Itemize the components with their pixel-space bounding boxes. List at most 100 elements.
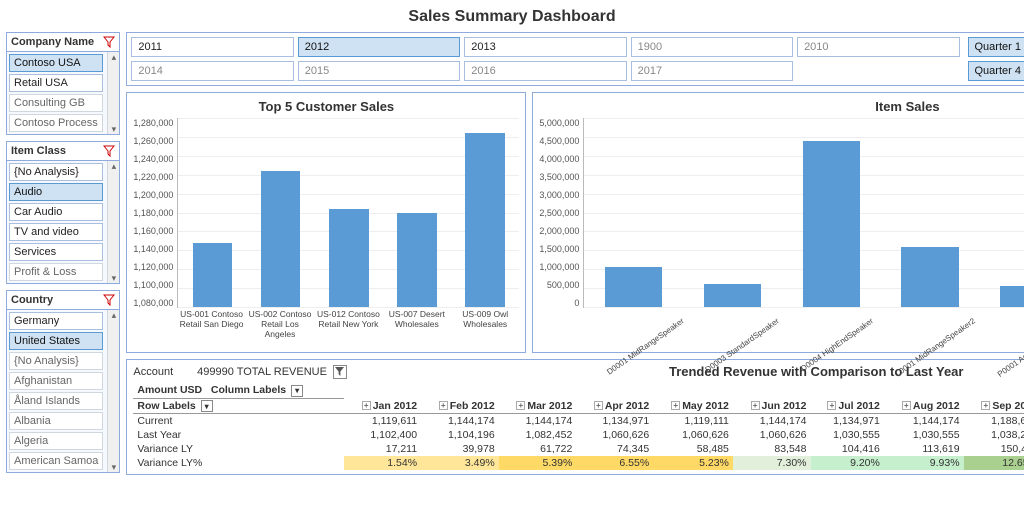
cell: 74,345 (576, 442, 653, 456)
filter-icon[interactable] (333, 365, 347, 379)
scroll-down-icon[interactable]: ▾ (112, 124, 117, 134)
filter-pill[interactable]: 2015 (298, 61, 460, 81)
y-tick-label: 3,500,000 (539, 172, 579, 182)
filter-pill[interactable]: 2012 (298, 37, 460, 57)
column-header[interactable]: May 2012 (682, 400, 729, 412)
filter-pill[interactable]: 2014 (131, 61, 293, 81)
column-header[interactable]: Jan 2012 (373, 400, 417, 412)
expand-icon[interactable]: + (827, 401, 836, 410)
column-header[interactable]: Aug 2012 (913, 400, 960, 412)
expand-icon[interactable]: + (362, 401, 371, 410)
slicer-item[interactable]: Afghanistan (9, 372, 103, 390)
filter-pill[interactable]: Quarter 4 (968, 61, 1024, 81)
y-tick-label: 1,180,000 (133, 208, 173, 218)
page-title: Sales Summary Dashboard (0, 0, 1024, 32)
slicer-item[interactable]: Profit & Loss (9, 263, 103, 281)
filter-pill[interactable]: 2010 (797, 37, 959, 57)
cell: 1,144,174 (733, 414, 811, 429)
scroll-up-icon[interactable]: ▴ (112, 52, 117, 62)
y-tick-label: 1,200,000 (133, 190, 173, 200)
chart-plot (583, 118, 1024, 308)
year-slicer: 20112012201319002010 2014201520162017 (131, 37, 959, 81)
filter-pill[interactable]: 2013 (464, 37, 626, 57)
slicer-item[interactable]: Germany (9, 312, 103, 330)
expand-icon[interactable]: + (981, 401, 990, 410)
scrollbar[interactable]: ▴▾ (107, 310, 119, 472)
column-header[interactable]: Jul 2012 (838, 400, 879, 412)
filter-pill[interactable]: 2017 (631, 61, 793, 81)
filter-pill[interactable]: Quarter 1 (968, 37, 1024, 57)
cell: 1,082,452 (499, 428, 577, 442)
filter-pill[interactable]: 2011 (131, 37, 293, 57)
y-tick-label: 500,000 (539, 280, 579, 290)
slicer-item[interactable]: Albania (9, 412, 103, 430)
scroll-up-icon[interactable]: ▴ (112, 310, 117, 320)
scroll-down-icon[interactable]: ▾ (112, 462, 117, 472)
column-header[interactable]: Sep 2012 (992, 400, 1024, 412)
scroll-down-icon[interactable]: ▾ (112, 273, 117, 283)
account-label: Account (133, 366, 173, 378)
slicer-item[interactable]: {No Analysis} (9, 163, 103, 181)
y-tick-label: 4,000,000 (539, 154, 579, 164)
slicer-item[interactable]: Retail USA (9, 74, 103, 92)
quarter-slicer: Quarter 1Quarter 2Quarter 3Quarter 4{No … (968, 37, 1024, 81)
x-axis: US-001 Contoso Retail San DiegoUS-002 Co… (177, 308, 519, 339)
clear-filter-icon[interactable] (103, 36, 115, 48)
cell: 1,119,611 (344, 414, 421, 429)
pivot-corner-amount: Amount USD (137, 384, 202, 396)
slicer-item[interactable]: Contoso Process (9, 114, 103, 132)
dropdown-icon[interactable]: ▾ (291, 385, 303, 397)
row-label: Variance LY (133, 442, 344, 456)
expand-icon[interactable]: + (751, 401, 760, 410)
slicer-item[interactable]: Audio (9, 183, 103, 201)
expand-icon[interactable]: + (594, 401, 603, 410)
pivot-corner-collabels: Column Labels (211, 384, 286, 396)
slicer-item[interactable]: Car Audio (9, 203, 103, 221)
top-filter-bar: 20112012201319002010 2014201520162017 Qua… (126, 32, 1024, 86)
slicer-item[interactable]: Services (9, 243, 103, 261)
slicer-company: Company NameContoso USARetail USAConsult… (6, 32, 120, 135)
column-header[interactable]: Apr 2012 (605, 400, 649, 412)
scrollbar[interactable]: ▴▾ (107, 52, 119, 134)
cell: 1,030,555 (884, 428, 964, 442)
slicer-item[interactable]: United States (9, 332, 103, 350)
clear-filter-icon[interactable] (103, 294, 115, 306)
slicer-item[interactable]: Åland Islands (9, 392, 103, 410)
cell: 61,722 (499, 442, 577, 456)
column-header[interactable]: Jun 2012 (762, 400, 807, 412)
slicer-column: Company NameContoso USARetail USAConsult… (6, 32, 120, 475)
column-header[interactable]: Mar 2012 (527, 400, 572, 412)
bar (803, 141, 860, 307)
slicer-item[interactable]: Contoso USA (9, 54, 103, 72)
y-tick-label: 1,240,000 (133, 154, 173, 164)
y-tick-label: 1,220,000 (133, 172, 173, 182)
row-label: Variance LY% (133, 456, 344, 470)
scrollbar[interactable]: ▴▾ (107, 161, 119, 283)
clear-filter-icon[interactable] (103, 145, 115, 157)
cell: 1,060,626 (733, 428, 811, 442)
dropdown-icon[interactable]: ▾ (201, 400, 213, 412)
cell: 17,211 (344, 442, 421, 456)
variance-cell: 5.23% (653, 456, 733, 470)
slicer-item[interactable]: {No Analysis} (9, 352, 103, 370)
cell: 83,548 (733, 442, 811, 456)
expand-icon[interactable]: + (516, 401, 525, 410)
expand-icon[interactable]: + (671, 401, 680, 410)
account-value: 499990 TOTAL REVENUE (197, 366, 327, 378)
slicer-item[interactable]: Consulting GB (9, 94, 103, 112)
row-label: Last Year (133, 428, 344, 442)
expand-icon[interactable]: + (439, 401, 448, 410)
slicer-item[interactable]: TV and video (9, 223, 103, 241)
variance-cell: 5.39% (499, 456, 577, 470)
chart-item-sales: Item Sales 5,000,0004,500,0004,000,0003,… (532, 92, 1024, 353)
slicer-item[interactable]: American Samoa (9, 452, 103, 470)
filter-pill[interactable]: 2016 (464, 61, 626, 81)
bar (704, 284, 761, 307)
slicer-item[interactable]: Algeria (9, 432, 103, 450)
scroll-up-icon[interactable]: ▴ (112, 161, 117, 171)
expand-icon[interactable]: + (902, 401, 911, 410)
filter-pill[interactable]: 1900 (631, 37, 793, 57)
chart-plot (177, 118, 519, 308)
y-tick-label: 1,280,000 (133, 118, 173, 128)
column-header[interactable]: Feb 2012 (450, 400, 495, 412)
